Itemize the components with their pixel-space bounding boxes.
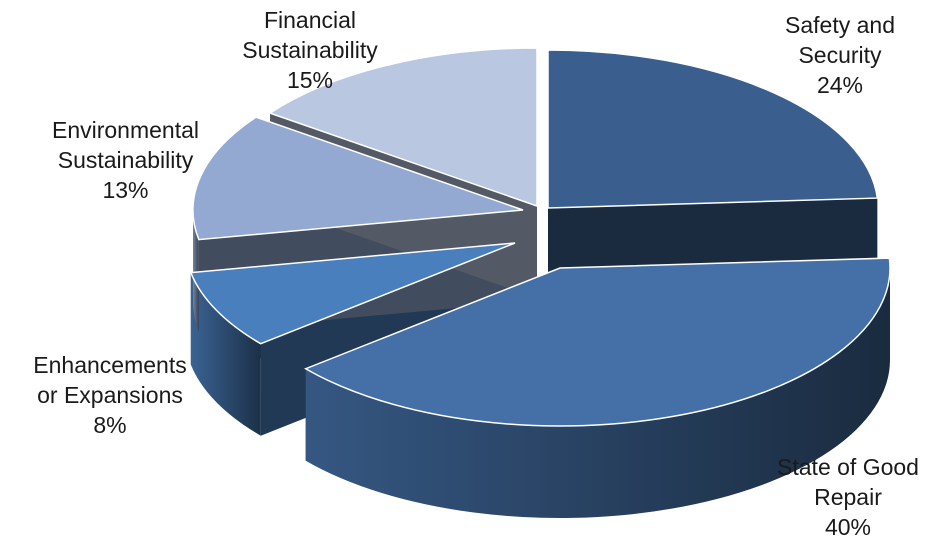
slice-state-of-good-repair-top <box>304 257 891 427</box>
slice-enhancements-or-expansions-side-wall <box>190 272 261 436</box>
slice-label-enhancements-or-expansions: Enhancements or Expansions 8% <box>33 352 187 438</box>
slice-label-financial-sustainability: Financial Sustainability 15% <box>242 7 378 93</box>
slice-state-of-good-repair-side-wall <box>305 268 891 518</box>
slice-label-state-of-good-repair: State of Good Repair 40% <box>777 454 919 540</box>
slice-environmental-sustainability-side-wall <box>193 210 199 332</box>
slice-enhancements-or-expansions-top <box>189 242 516 345</box>
slice-environmental-sustainability-top <box>192 116 524 241</box>
slice-label-environmental-sustainability: Environmental Sustainability 13% <box>51 117 200 203</box>
slice-safety-and-security-top <box>547 49 879 209</box>
slice-label-safety-and-security: Safety and Security 24% <box>785 12 895 98</box>
slice-financial-sustainability-top <box>268 47 538 208</box>
